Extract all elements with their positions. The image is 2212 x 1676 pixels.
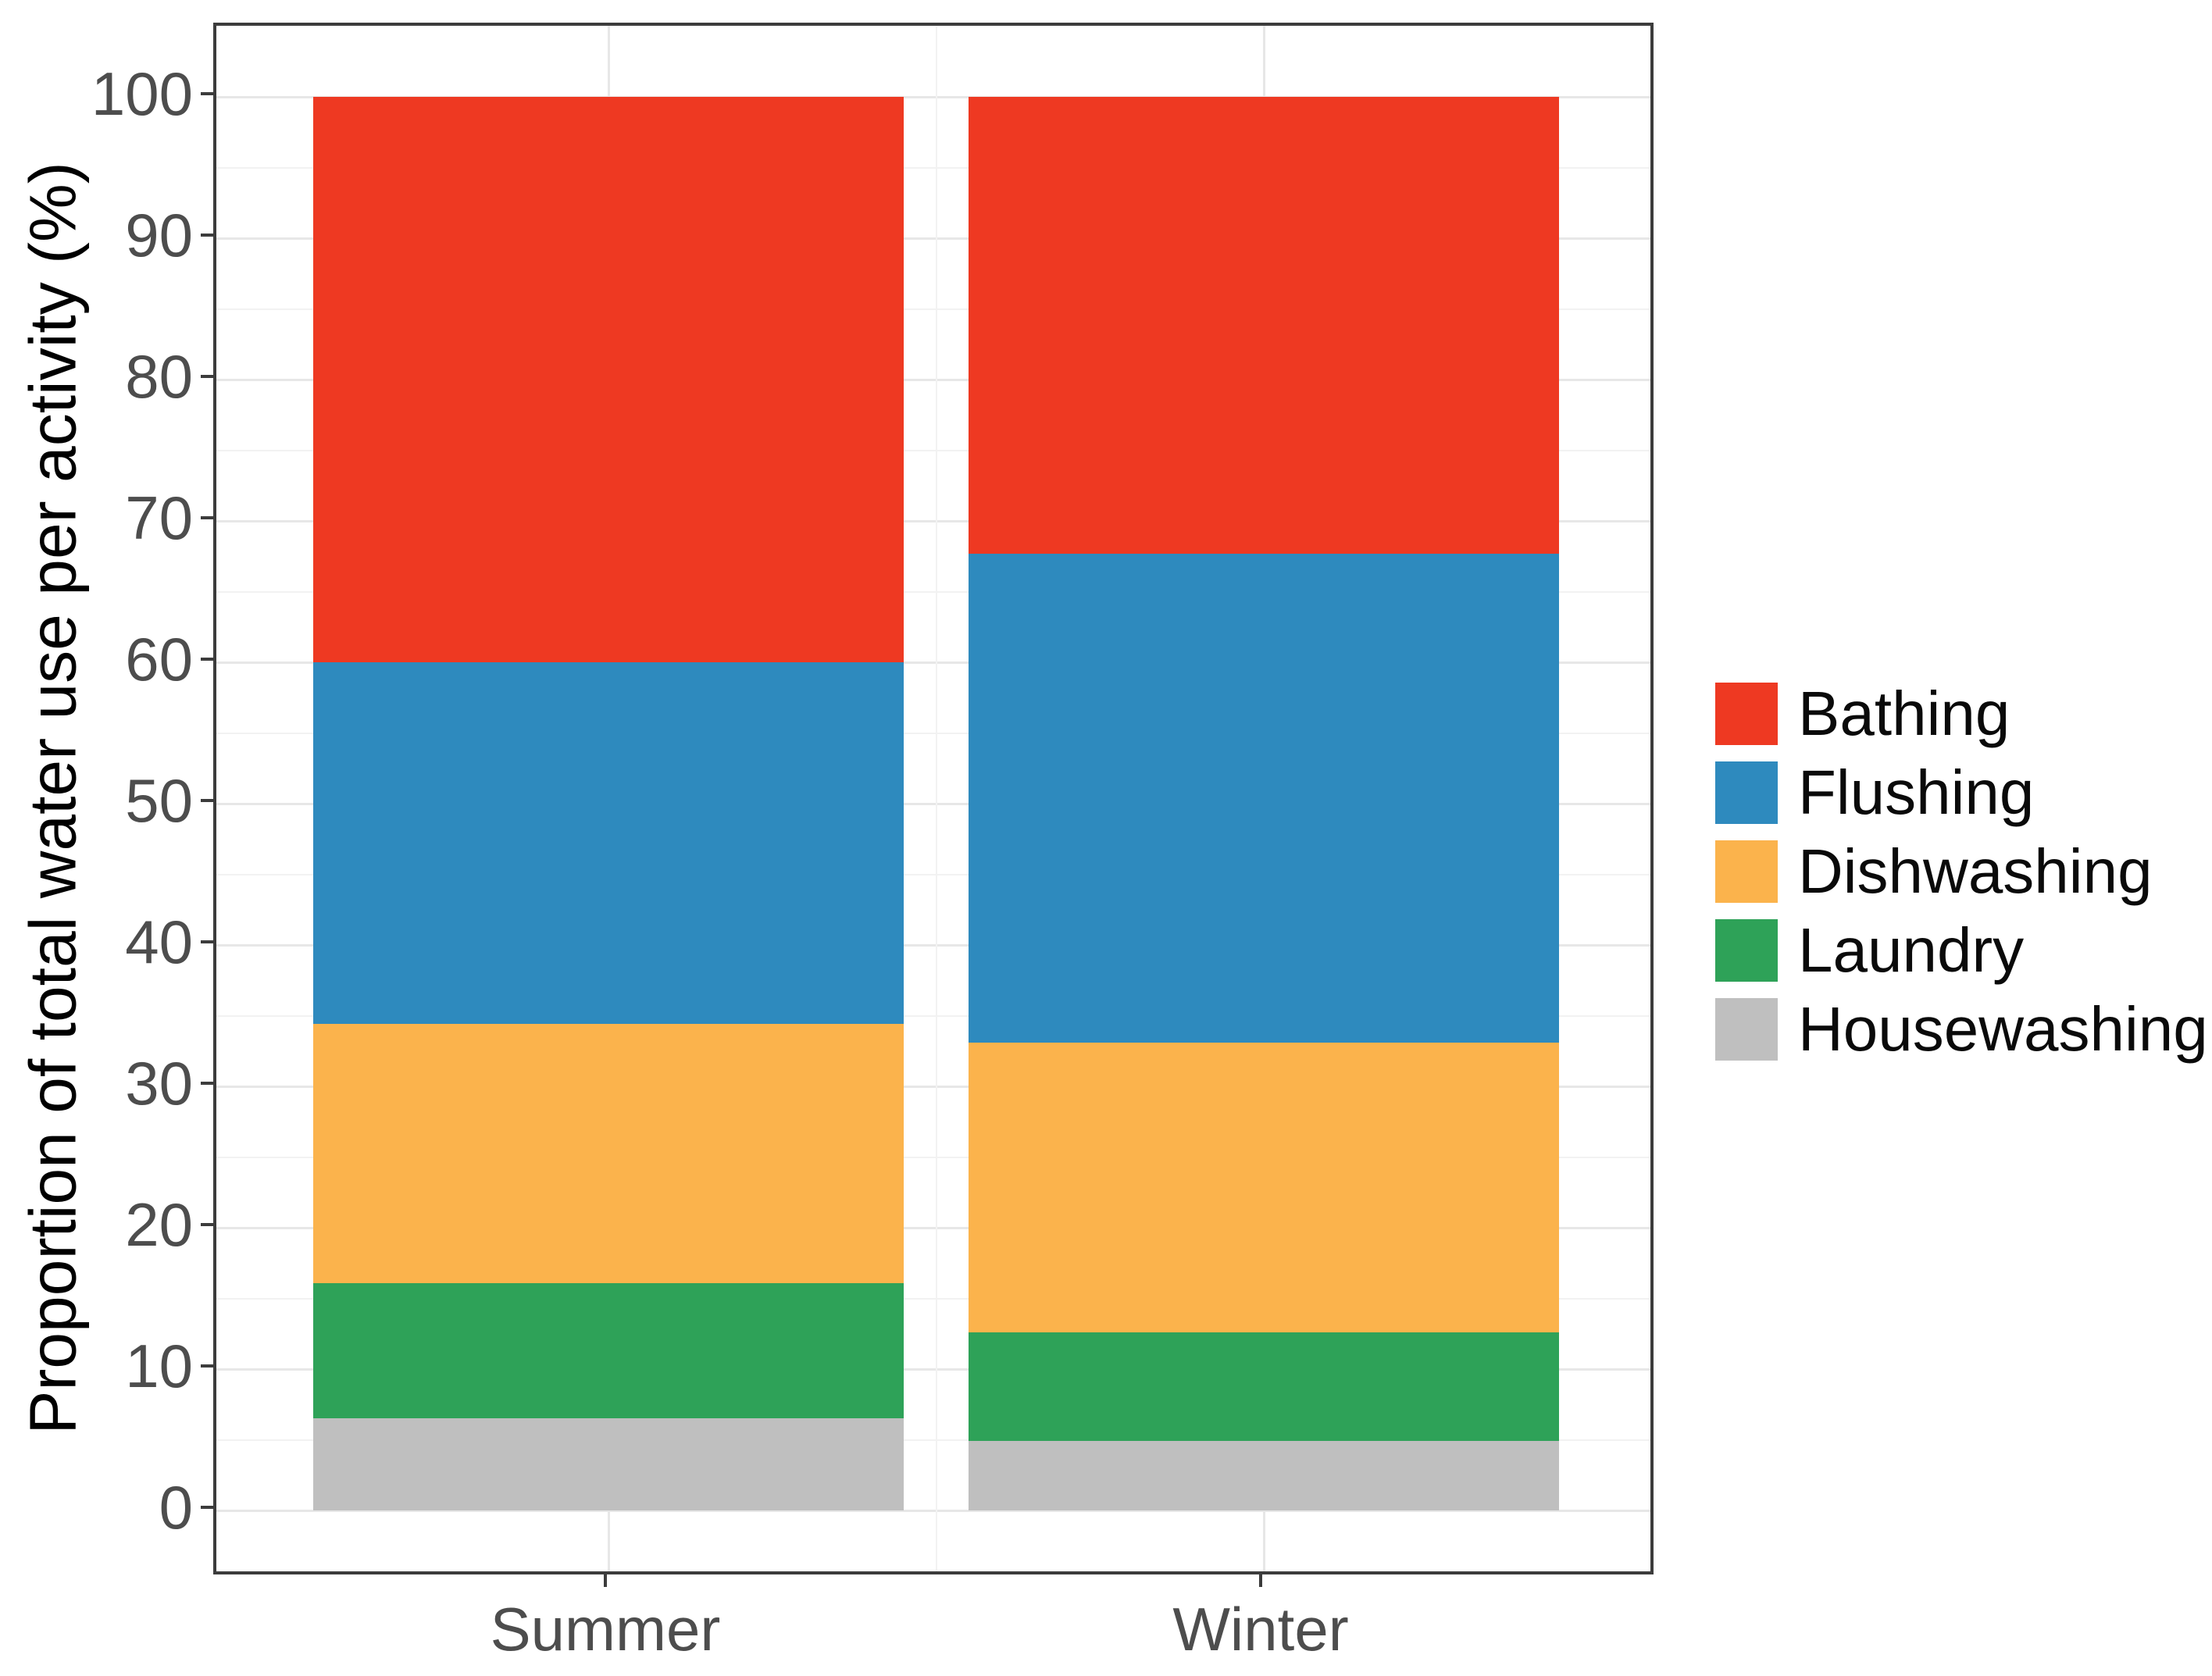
major-gridline-horizontal — [216, 661, 1650, 664]
y-axis-tick — [201, 92, 213, 95]
major-gridline-horizontal — [216, 519, 1650, 522]
major-gridline-horizontal — [216, 1368, 1650, 1371]
bar-segment-summer-bathing — [313, 97, 904, 662]
minor-gridline-horizontal — [216, 449, 1650, 451]
bar-segment-winter-housewashing — [969, 1441, 1559, 1510]
y-axis-tick — [201, 1082, 213, 1085]
y-axis-tick-label: 10 — [125, 1332, 193, 1400]
bar-segment-summer-housewashing — [313, 1418, 904, 1510]
legend: Bathing Flushing Dishwashing Laundry Housewa… — [1715, 681, 2208, 1075]
minor-gridline-horizontal — [216, 590, 1650, 593]
y-axis-tick — [201, 1223, 213, 1226]
legend-item-dishwashing: Dishwashing — [1715, 839, 2208, 904]
legend-item-flushing: Flushing — [1715, 760, 2208, 826]
legend-swatch-dishwashing — [1715, 840, 1778, 903]
y-axis-tick — [201, 516, 213, 519]
y-axis-tick — [201, 1364, 213, 1368]
y-axis-tick-label: 30 — [125, 1049, 193, 1118]
major-gridline-horizontal — [216, 1226, 1650, 1229]
y-axis-tick — [201, 658, 213, 661]
legend-label-dishwashing: Dishwashing — [1798, 836, 2153, 906]
y-axis-tick-label: 90 — [125, 201, 193, 269]
y-axis-tick-label: 40 — [125, 908, 193, 976]
plot-panel — [213, 23, 1654, 1574]
bar-segment-summer-dishwashing — [313, 1024, 904, 1283]
legend-label-bathing: Bathing — [1798, 679, 2010, 748]
legend-swatch-bathing — [1715, 683, 1778, 745]
y-axis-tick — [201, 1506, 213, 1509]
legend-item-bathing: Bathing — [1715, 681, 2208, 747]
y-axis-tick-label: 80 — [125, 342, 193, 411]
minor-gridline-horizontal — [216, 308, 1650, 310]
y-axis-tick — [201, 799, 213, 802]
y-axis-tick-label: 20 — [125, 1190, 193, 1259]
bar-segment-summer-laundry — [313, 1282, 904, 1419]
legend-swatch-flushing — [1715, 761, 1778, 824]
major-gridline-horizontal — [216, 378, 1650, 381]
minor-gridline-horizontal — [216, 732, 1650, 734]
y-axis-tick-label: 100 — [91, 59, 193, 128]
minor-gridline-horizontal — [216, 873, 1650, 875]
legend-item-housewashing: Housewashing — [1715, 997, 2208, 1062]
y-axis-tick-label: 70 — [125, 483, 193, 552]
minor-gridline-horizontal — [216, 1156, 1650, 1158]
major-gridline-horizontal — [216, 802, 1650, 805]
y-axis-tick-label: 60 — [125, 625, 193, 694]
bar-segment-winter-flushing — [969, 553, 1559, 1043]
major-gridline-horizontal — [216, 95, 1650, 98]
major-gridline-horizontal — [216, 943, 1650, 947]
major-gridline-horizontal — [216, 1509, 1650, 1512]
minor-gridline-horizontal — [216, 1439, 1650, 1441]
x-axis-tick-label-winter: Winter — [1172, 1595, 1349, 1664]
y-axis-tick-label: 0 — [159, 1473, 193, 1542]
bar-segment-winter-dishwashing — [969, 1042, 1559, 1332]
y-axis-tick-label: 50 — [125, 766, 193, 835]
legend-label-laundry: Laundry — [1798, 915, 2025, 985]
legend-item-laundry: Laundry — [1715, 918, 2208, 983]
major-gridline-horizontal — [216, 237, 1650, 240]
x-axis-tick — [1259, 1574, 1262, 1587]
y-axis-tick — [201, 234, 213, 237]
x-axis-tick-label-summer: Summer — [490, 1595, 721, 1664]
x-axis-tick — [604, 1574, 607, 1587]
bar-segment-winter-laundry — [969, 1332, 1559, 1442]
legend-label-flushing: Flushing — [1798, 758, 2035, 827]
bar-segment-summer-flushing — [313, 662, 904, 1025]
y-axis-tick — [201, 940, 213, 943]
legend-swatch-laundry — [1715, 919, 1778, 982]
bar-segment-winter-bathing — [969, 97, 1559, 554]
minor-gridline-horizontal — [216, 1015, 1650, 1017]
y-axis-tick — [201, 375, 213, 378]
legend-label-housewashing: Housewashing — [1798, 994, 2208, 1064]
minor-gridline-horizontal — [216, 1297, 1650, 1300]
minor-gridline-vertical — [936, 26, 937, 1571]
minor-gridline-horizontal — [216, 166, 1650, 169]
legend-swatch-housewashing — [1715, 998, 1778, 1061]
major-gridline-horizontal — [216, 1085, 1650, 1088]
